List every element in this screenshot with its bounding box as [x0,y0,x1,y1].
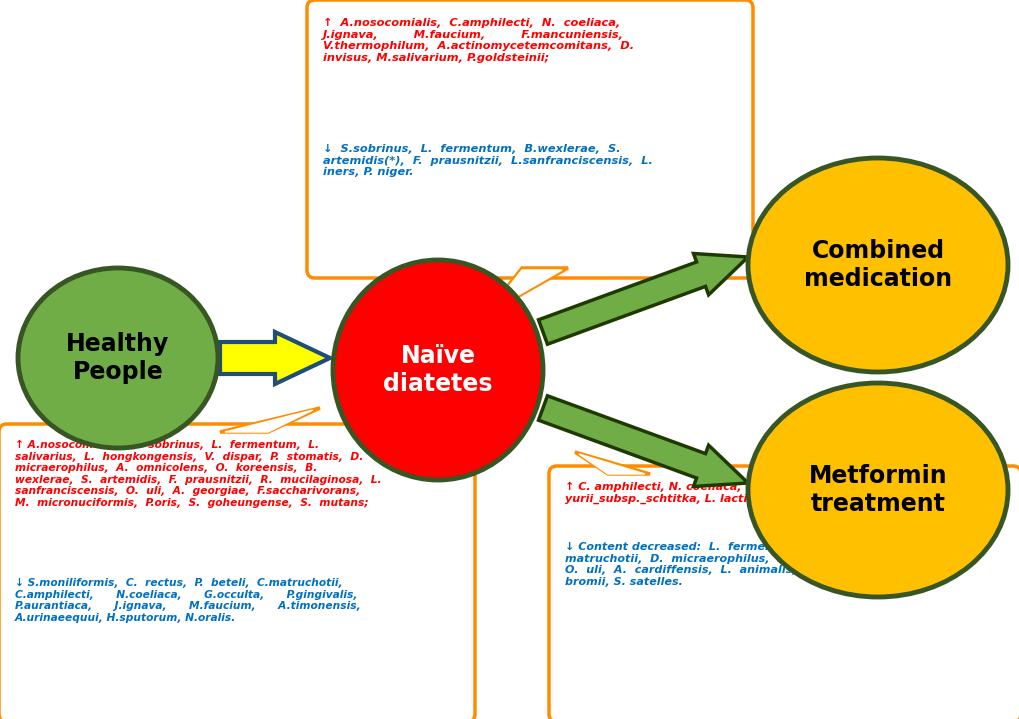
Ellipse shape [18,268,218,448]
Ellipse shape [747,158,1007,372]
Text: Naïve
diatetes: Naïve diatetes [383,344,492,396]
Polygon shape [579,454,644,474]
Text: ↓ Content decreased:  L.  fermentum,  P.  stomatis,  C.
matruchotii,  D.  micrae: ↓ Content decreased: L. fermentum, P. st… [565,542,950,587]
Ellipse shape [747,383,1007,597]
Polygon shape [488,270,561,312]
Ellipse shape [332,260,542,480]
Text: Healthy
People: Healthy People [66,332,169,384]
Text: Metformin
treatment: Metformin treatment [808,464,947,516]
Polygon shape [484,268,568,315]
FancyBboxPatch shape [548,466,1019,719]
Polygon shape [220,408,320,432]
FancyArrow shape [538,254,747,344]
Text: ↓  S.sobrinus,  L.  fermentum,  B.wexlerae,  S.
artemidis(*),  F.  prausnitzii, : ↓ S.sobrinus, L. fermentum, B.wexlerae, … [323,144,652,177]
Polygon shape [225,410,313,432]
Text: ↑ A.nosocomialis,  S.  sobrinus,  L.  fermentum,  L.
salivarius,  L.  hongkongen: ↑ A.nosocomialis, S. sobrinus, L. fermen… [15,440,381,508]
FancyArrow shape [220,332,330,384]
FancyBboxPatch shape [307,0,752,278]
Text: Combined
medication: Combined medication [803,239,951,291]
Text: ↓ S.moniliformis,  C.  rectus,  P.  beteli,  C.matruchotii,
C.amphilecti,      N: ↓ S.moniliformis, C. rectus, P. beteli, … [15,578,361,623]
Polygon shape [575,452,649,474]
Text: ↑ C. amphilecti, N. coeliaca, W. cibaria, C. somerae, E.
yurii_subsp._schtitka, : ↑ C. amphilecti, N. coeliaca, W. cibaria… [565,482,905,504]
Text: ↑  A.nosocomialis,  C.amphilecti,  N.  coeliaca,
J.ignava,         M.faucium,   : ↑ A.nosocomialis, C.amphilecti, N. coeli… [323,18,634,63]
FancyArrow shape [538,395,747,487]
FancyBboxPatch shape [0,424,475,719]
